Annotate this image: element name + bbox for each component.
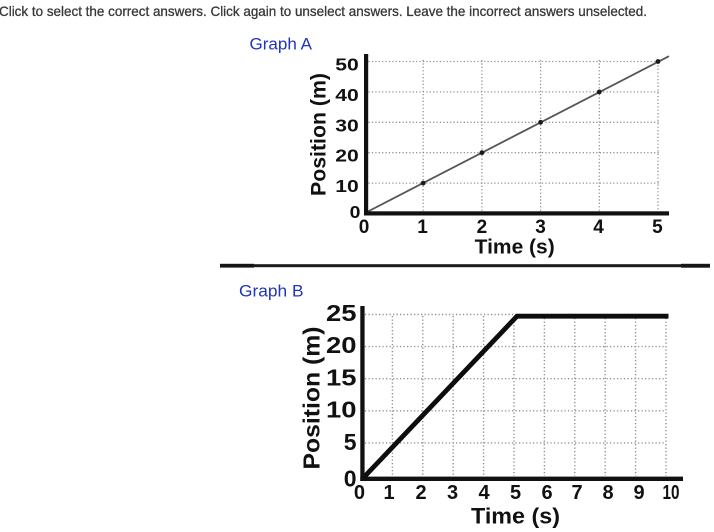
svg-text:1: 1 bbox=[383, 482, 394, 504]
svg-text:Graph B: Graph B bbox=[239, 281, 304, 300]
svg-text:0: 0 bbox=[359, 217, 370, 238]
svg-text:5: 5 bbox=[344, 429, 357, 455]
svg-text:9: 9 bbox=[633, 482, 644, 504]
svg-text:10: 10 bbox=[663, 482, 680, 504]
svg-text:20: 20 bbox=[335, 146, 359, 166]
svg-text:Time (s): Time (s) bbox=[471, 503, 560, 528]
svg-text:4: 4 bbox=[478, 482, 490, 504]
svg-text:0: 0 bbox=[350, 202, 361, 222]
svg-text:Graph A: Graph A bbox=[250, 35, 313, 54]
svg-text:50: 50 bbox=[335, 55, 359, 75]
svg-text:5: 5 bbox=[652, 217, 663, 238]
svg-text:Time (s): Time (s) bbox=[475, 236, 555, 258]
svg-text:8: 8 bbox=[602, 482, 613, 504]
svg-text:3: 3 bbox=[447, 482, 458, 504]
svg-text:30: 30 bbox=[335, 115, 359, 135]
svg-text:15: 15 bbox=[326, 364, 357, 390]
svg-text:Position (m): Position (m) bbox=[299, 327, 325, 470]
svg-text:25: 25 bbox=[326, 300, 357, 326]
svg-text:4: 4 bbox=[593, 217, 604, 238]
svg-text:6: 6 bbox=[541, 482, 552, 504]
svg-text:40: 40 bbox=[335, 85, 359, 105]
svg-text:0: 0 bbox=[354, 482, 365, 504]
svg-text:0: 0 bbox=[344, 465, 357, 491]
svg-text:Position (m): Position (m) bbox=[307, 73, 330, 196]
svg-text:10: 10 bbox=[335, 176, 359, 196]
svg-text:1: 1 bbox=[417, 217, 428, 238]
svg-text:5: 5 bbox=[510, 482, 521, 504]
svg-text:20: 20 bbox=[326, 332, 357, 358]
svg-text:7: 7 bbox=[571, 482, 582, 504]
svg-text:Click to select the correct an: Click to select the correct answers. Cli… bbox=[0, 3, 647, 19]
svg-text:3: 3 bbox=[535, 217, 546, 238]
svg-text:10: 10 bbox=[326, 396, 357, 422]
svg-text:2: 2 bbox=[415, 482, 426, 504]
svg-text:2: 2 bbox=[477, 217, 488, 238]
